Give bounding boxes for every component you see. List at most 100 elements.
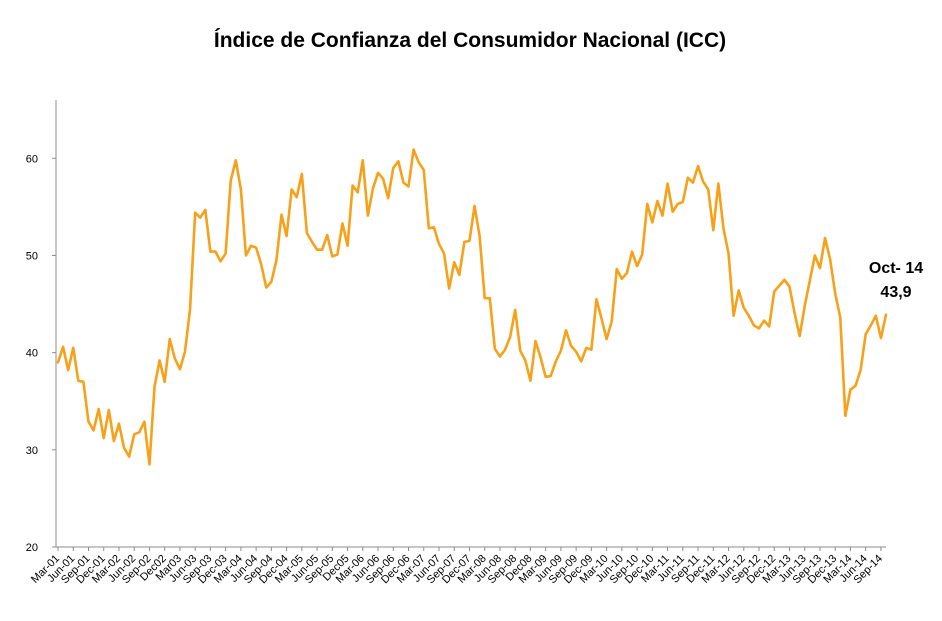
data-point [423, 169, 425, 171]
data-point [347, 245, 349, 247]
data-point [743, 307, 745, 309]
data-point [778, 285, 780, 287]
data-point [67, 369, 69, 371]
data-point [397, 160, 399, 162]
data-point [697, 165, 699, 167]
data-point [260, 263, 262, 265]
data-point [834, 292, 836, 294]
data-point [138, 431, 140, 433]
data-point [291, 188, 293, 190]
data-point [560, 350, 562, 352]
chart-title: Índice de Confianza del Consumidor Nacio… [214, 29, 726, 52]
data-point [113, 440, 115, 442]
data-point [519, 350, 521, 352]
data-point [159, 359, 161, 361]
data-point [357, 191, 359, 193]
data-point [270, 281, 272, 283]
y-axis-ticks: 20 30 40 50 60 [26, 153, 56, 554]
data-point [87, 421, 89, 423]
data-point [377, 172, 379, 174]
data-point [306, 232, 308, 234]
data-point [590, 349, 592, 351]
data-point [128, 456, 130, 458]
data-point [809, 280, 811, 282]
data-point [255, 247, 257, 249]
data-point [575, 351, 577, 353]
data-point [672, 211, 674, 213]
data-point [250, 245, 252, 247]
data-point [545, 376, 547, 378]
data-point [849, 389, 851, 391]
data-point [438, 243, 440, 245]
data-point [794, 312, 796, 314]
data-point [885, 314, 887, 316]
data-point [601, 318, 603, 320]
data-point [722, 227, 724, 229]
data-point [82, 381, 84, 383]
data-point [331, 255, 333, 257]
data-point [870, 324, 872, 326]
data-point [362, 159, 364, 161]
data-point [865, 333, 867, 335]
data-point [148, 463, 150, 465]
y-tick-label: 30 [26, 445, 38, 457]
data-point [199, 217, 201, 219]
data-point [184, 351, 186, 353]
data-point [281, 214, 283, 216]
data-point [245, 254, 247, 256]
annotation: Oct- 14 43,9 [869, 260, 923, 301]
data-point [143, 421, 145, 423]
data-point [220, 260, 222, 262]
data-point [524, 359, 526, 361]
data-point [661, 215, 663, 217]
data-point [494, 348, 496, 350]
data-point [179, 368, 181, 370]
data-point [316, 249, 318, 251]
data-point [230, 180, 232, 182]
data-point [728, 253, 730, 255]
data-point [93, 429, 95, 431]
data-point [880, 337, 882, 339]
data-point [611, 321, 613, 323]
data-point [321, 249, 323, 251]
data-point [448, 288, 450, 290]
data-point [773, 290, 775, 292]
data-point [712, 229, 714, 231]
data-point [489, 297, 491, 299]
data-point [169, 338, 171, 340]
data-point [468, 240, 470, 242]
data-point [443, 253, 445, 255]
data-point [763, 320, 765, 322]
data-point [326, 234, 328, 236]
data-point [387, 197, 389, 199]
data-point [819, 267, 821, 269]
data-point [174, 357, 176, 359]
data-point [641, 254, 643, 256]
data-point [804, 305, 806, 307]
data-point [209, 251, 211, 253]
data-point [265, 287, 267, 289]
data-point [540, 357, 542, 359]
data-point [367, 215, 369, 217]
y-tick-label: 40 [26, 348, 38, 360]
data-point [72, 347, 74, 349]
data-point [636, 265, 638, 267]
data-point [514, 309, 516, 311]
data-point [738, 289, 740, 291]
data-point [717, 183, 719, 185]
data-point [98, 408, 100, 410]
data-point [204, 209, 206, 211]
data-point [301, 173, 303, 175]
data-point [875, 315, 877, 317]
data-point [286, 235, 288, 237]
data-point [479, 235, 481, 237]
data-point [474, 205, 476, 207]
data-point [535, 340, 536, 342]
data-point [103, 437, 105, 439]
data-point [687, 177, 689, 179]
data-point [77, 380, 79, 382]
data-point [240, 188, 242, 190]
data-point [463, 241, 465, 243]
data-point [631, 251, 633, 253]
